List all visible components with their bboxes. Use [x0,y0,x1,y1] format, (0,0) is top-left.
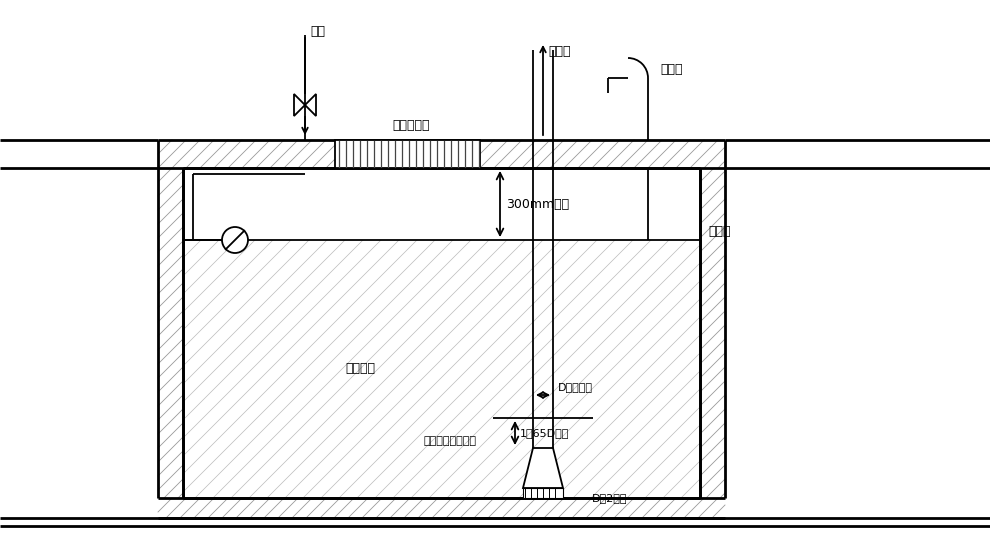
Bar [183,240,700,498]
Text: 給水: 給水 [310,25,325,38]
Bar [335,140,480,168]
Text: フード弁シード面: フード弁シード面 [423,436,476,446]
Bar [158,168,183,498]
Polygon shape [305,94,316,116]
Bar [700,168,725,498]
Text: D（内径）: D（内径） [558,382,593,392]
Text: 貯水面: 貯水面 [708,225,731,238]
Bar [523,488,563,498]
Text: マンホール: マンホール [392,119,430,132]
Bar [183,168,700,240]
Bar [158,140,725,168]
Text: 300mm以上: 300mm以上 [506,198,569,211]
Text: 1．65D以上: 1．65D以上 [520,428,569,438]
Polygon shape [294,94,305,116]
Text: D／2以上: D／2以上 [592,493,628,503]
Polygon shape [523,448,563,488]
Text: 吸水管: 吸水管 [548,45,570,58]
Text: 通気管: 通気管 [660,63,682,76]
Text: 有効水量: 有効水量 [345,363,375,375]
Bar [158,498,725,518]
Circle shape [222,227,248,253]
